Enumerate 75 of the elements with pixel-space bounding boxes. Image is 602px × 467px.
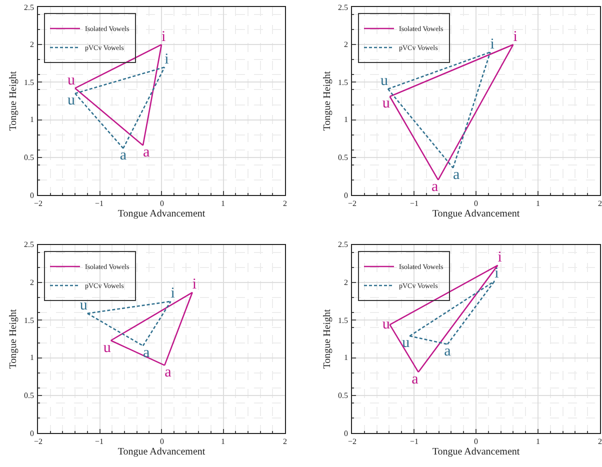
- data-label: a: [120, 148, 127, 164]
- x-tick-label: −2: [34, 199, 43, 208]
- y-tick-label: 1: [344, 115, 348, 124]
- x-tick-label: 2: [598, 437, 602, 446]
- x-tick-label: −1: [410, 199, 419, 208]
- x-tick-label: 0: [160, 199, 164, 208]
- data-label: a: [444, 344, 452, 360]
- data-label: u: [80, 298, 88, 314]
- data-label: u: [402, 335, 410, 352]
- data-label: a: [432, 179, 439, 196]
- data-label: i: [513, 28, 518, 45]
- y-tick-label: 2: [344, 40, 348, 49]
- y-tick-label: 1: [30, 115, 34, 124]
- x-tick-label: 1: [221, 199, 225, 208]
- x-tick-label: −2: [34, 437, 43, 446]
- y-tick-label: 2: [30, 278, 34, 287]
- x-tick-label: −1: [95, 437, 104, 446]
- data-label: u: [68, 92, 76, 109]
- data-label: a: [164, 364, 172, 381]
- data-label: u: [382, 316, 390, 332]
- x-tick-label: 0: [474, 199, 478, 208]
- x-tick-label: −2: [348, 437, 357, 446]
- y-tick-label: 0: [30, 191, 34, 200]
- x-tick-label: −2: [348, 199, 357, 208]
- x-tick-label: −1: [410, 437, 419, 446]
- y-tick-label: 0: [344, 429, 348, 438]
- y-axis-title: Tongue Height: [322, 71, 333, 131]
- y-axis-title: Tongue Height: [8, 71, 19, 131]
- y-tick-label: 1.5: [24, 316, 34, 325]
- x-tick-label: 1: [221, 437, 225, 446]
- data-label: i: [192, 276, 197, 293]
- y-tick-label: 1: [344, 353, 348, 362]
- x-axis-title: Tongue Advancement: [118, 208, 206, 220]
- x-axis-title: Tongue Advancement: [432, 446, 520, 458]
- y-axis-title: Tongue Height: [322, 309, 333, 369]
- y-tick-label: 0.5: [24, 153, 34, 162]
- x-tick-label: −1: [95, 199, 104, 208]
- y-tick-label: 0.5: [338, 391, 348, 400]
- y-tick-label: 2.5: [338, 240, 348, 249]
- data-label: u: [382, 96, 390, 112]
- data-label: a: [412, 371, 419, 388]
- data-label: i: [490, 36, 494, 52]
- x-tick-label: 0: [474, 437, 478, 446]
- data-label: u: [380, 73, 388, 90]
- x-tick-label: 2: [283, 437, 287, 446]
- data-label: i: [164, 51, 169, 68]
- y-tick-label: 0.5: [24, 391, 34, 400]
- x-axis-title: Tongue Advancement: [118, 446, 206, 458]
- data-label: i: [498, 250, 502, 266]
- y-tick-label: 0.5: [338, 153, 348, 162]
- data-label: i: [162, 28, 166, 45]
- data-label: a: [453, 167, 460, 184]
- y-tick-label: 2: [344, 278, 348, 287]
- data-label: i: [494, 265, 499, 282]
- x-tick-label: 1: [536, 199, 540, 208]
- x-axis-title: Tongue Advancement: [432, 208, 520, 220]
- y-axis-title: Tongue Height: [8, 309, 19, 369]
- x-tick-label: 2: [598, 199, 602, 208]
- y-tick-label: 0: [344, 191, 348, 200]
- y-tick-label: 1.5: [338, 78, 348, 87]
- y-tick-label: 1.5: [24, 78, 34, 87]
- x-tick-label: 2: [283, 199, 287, 208]
- data-label: u: [103, 340, 112, 356]
- y-tick-label: 0: [30, 429, 34, 438]
- y-tick-label: 2.5: [24, 240, 34, 249]
- data-label: i: [170, 286, 175, 302]
- y-tick-label: 1.5: [338, 316, 348, 325]
- x-tick-label: 0: [160, 437, 164, 446]
- y-tick-label: 1: [30, 353, 34, 362]
- data-label: u: [68, 72, 76, 88]
- y-tick-label: 2.5: [338, 3, 348, 12]
- x-tick-label: 1: [536, 437, 540, 446]
- y-tick-label: 2: [30, 40, 34, 49]
- y-tick-label: 2.5: [24, 3, 34, 12]
- data-label: a: [142, 144, 150, 161]
